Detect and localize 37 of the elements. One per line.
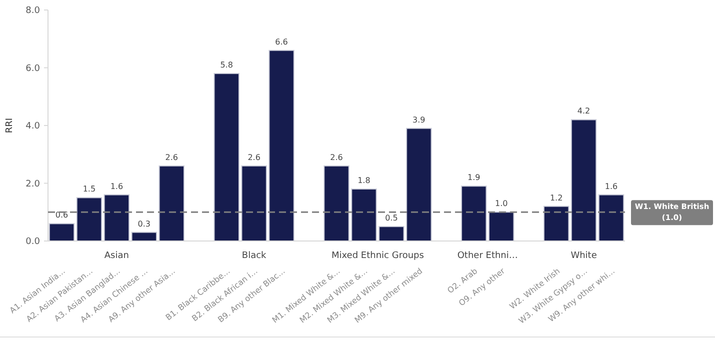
bar <box>158 165 185 242</box>
data-label: 0.5 <box>385 214 398 223</box>
bar <box>543 206 570 242</box>
data-label: 4.2 <box>577 106 590 116</box>
y-tick-label: 8.0 <box>26 6 40 16</box>
text: Asian <box>104 251 129 261</box>
data-label: 3.9 <box>412 115 426 124</box>
data-label: 0.3 <box>138 219 151 228</box>
data-label: 1.6 <box>110 182 124 191</box>
bar <box>48 223 75 242</box>
bar <box>104 194 130 242</box>
bar <box>461 186 487 242</box>
data-label: 1.2 <box>550 193 563 202</box>
data-label: 0.6 <box>55 210 68 220</box>
data-label: 1.0 <box>494 199 508 208</box>
bar <box>598 194 624 242</box>
data-label: 2.6 <box>248 152 260 162</box>
y-tick-label: 4.0 <box>26 122 40 132</box>
text: White <box>570 251 598 261</box>
data-label: 6.6 <box>275 37 288 46</box>
y-tick-label: 0.0 <box>26 237 40 248</box>
bar <box>570 119 597 242</box>
data-label: 1.6 <box>604 182 618 191</box>
y-axis-title: RRI <box>5 118 15 134</box>
data-label: 1.8 <box>358 176 370 186</box>
data-label: 1.5 <box>82 184 96 194</box>
y-tick-label: 6.0 <box>26 64 40 74</box>
bar <box>76 197 102 242</box>
text: Black <box>242 251 268 261</box>
bar <box>488 212 514 242</box>
data-label: 2.6 <box>330 152 343 162</box>
text: Mixed Ethnic Groups <box>331 251 424 261</box>
data-label: 5.8 <box>220 60 233 70</box>
y-tick-label: 2.0 <box>26 179 40 190</box>
data-label: 1.9 <box>468 173 480 182</box>
text: Other Ethni… <box>457 251 518 261</box>
data-label: 2.6 <box>165 152 178 162</box>
